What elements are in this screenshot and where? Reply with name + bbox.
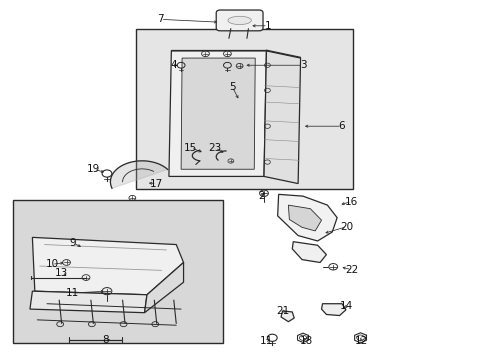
Text: 19: 19: [86, 164, 100, 174]
Text: 21: 21: [275, 306, 288, 316]
Bar: [13, 200, 222, 343]
Text: 23: 23: [208, 143, 222, 153]
Polygon shape: [181, 58, 255, 169]
Text: 7: 7: [157, 14, 163, 24]
Text: 14: 14: [340, 301, 353, 311]
Text: 10: 10: [45, 259, 59, 269]
Text: 20: 20: [340, 222, 353, 231]
Polygon shape: [292, 242, 326, 262]
Polygon shape: [264, 51, 300, 184]
Polygon shape: [321, 304, 345, 316]
Text: 2: 2: [258, 191, 264, 201]
Text: 4: 4: [170, 60, 177, 70]
FancyBboxPatch shape: [216, 10, 263, 31]
Polygon shape: [32, 237, 183, 295]
Text: 16: 16: [345, 197, 358, 207]
Text: 13: 13: [55, 268, 68, 278]
Text: 5: 5: [228, 82, 235, 92]
Polygon shape: [144, 262, 183, 313]
Text: 11: 11: [66, 288, 80, 298]
Polygon shape: [288, 205, 321, 231]
Text: 3: 3: [299, 60, 305, 70]
Text: 12: 12: [354, 336, 367, 346]
Text: 22: 22: [345, 265, 358, 275]
Polygon shape: [277, 194, 336, 241]
Text: 6: 6: [338, 121, 345, 131]
Text: 8: 8: [102, 334, 109, 345]
Bar: [136, 30, 352, 189]
Text: 15: 15: [184, 143, 197, 153]
Polygon shape: [110, 161, 167, 188]
Text: 9: 9: [69, 238, 76, 248]
Polygon shape: [30, 291, 147, 313]
Polygon shape: [168, 51, 266, 176]
Text: 18: 18: [300, 336, 313, 346]
Text: 17: 17: [150, 179, 163, 189]
Text: 11: 11: [259, 336, 272, 346]
Text: 1: 1: [264, 21, 271, 31]
Polygon shape: [281, 311, 294, 321]
Ellipse shape: [227, 16, 251, 24]
